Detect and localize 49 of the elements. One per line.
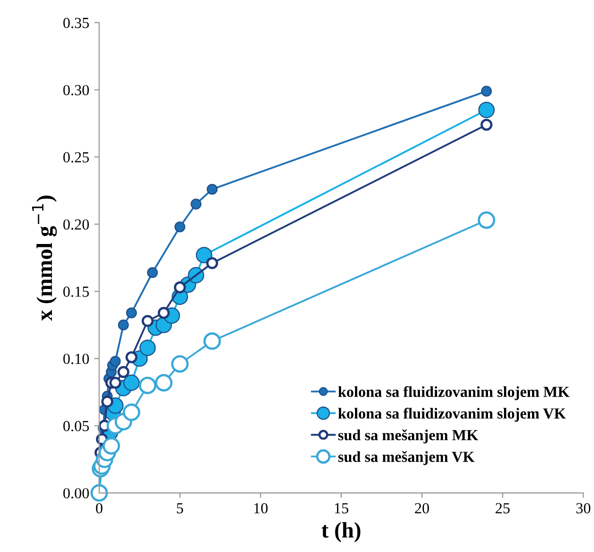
point <box>154 374 172 392</box>
point <box>126 351 138 364</box>
point <box>203 332 221 350</box>
x-tick-label: 0 <box>96 503 102 514</box>
y-tick-label: 0.00 <box>63 488 89 498</box>
point <box>206 257 218 270</box>
point <box>110 356 121 367</box>
point <box>158 306 170 319</box>
x-tick-label: 20 <box>414 503 429 514</box>
x-tick-label: 5 <box>176 503 184 514</box>
y-tick-label: 0.35 <box>63 18 89 28</box>
point <box>206 184 218 195</box>
point <box>481 86 492 97</box>
point <box>171 355 189 373</box>
x-axis-title: t (h) <box>322 522 360 542</box>
point <box>174 281 186 294</box>
legend-label: kolona sa fluidizovanim slojem MK <box>338 386 570 400</box>
point <box>139 340 156 356</box>
point <box>196 246 212 264</box>
point <box>478 102 495 118</box>
y-tick-label: 0.05 <box>63 420 89 432</box>
x-tick-label: 15 <box>334 503 348 514</box>
y-tick-label: 0.20 <box>63 219 89 230</box>
point <box>109 376 122 389</box>
point <box>142 314 154 327</box>
y-axis-title: x (mmol g$^{−1}$) <box>32 196 57 321</box>
y-tick-label: 0.10 <box>63 354 89 364</box>
point <box>126 307 137 318</box>
point <box>478 211 496 229</box>
point <box>123 374 140 391</box>
point <box>147 267 158 278</box>
x-tick-label: 25 <box>496 503 510 514</box>
x-tick-label: 10 <box>254 503 268 514</box>
point <box>174 221 186 232</box>
x-tick-label: 30 <box>576 503 590 514</box>
point <box>190 198 202 210</box>
point <box>118 320 129 330</box>
y-tick-label: 0.30 <box>63 84 89 96</box>
legend-label: sud sa mešanjem VK <box>338 451 475 466</box>
point <box>122 404 140 422</box>
point <box>117 366 130 378</box>
point <box>101 396 114 408</box>
legend-label: sud sa mešanjem MK <box>338 429 478 444</box>
point <box>102 437 120 455</box>
y-tick-label: 0.15 <box>63 286 89 297</box>
point <box>138 376 156 394</box>
y-tick-label: 0.25 <box>63 152 89 163</box>
legend-label: kolona sa fluidizovanim slojem VK <box>338 408 566 422</box>
point <box>480 118 492 131</box>
